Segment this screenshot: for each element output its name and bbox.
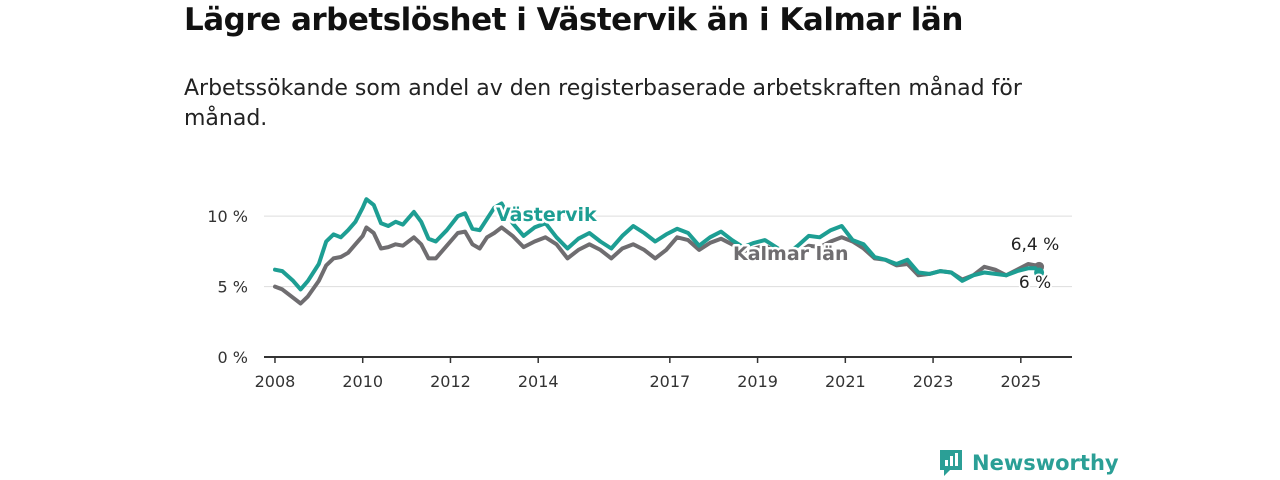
grid-layer bbox=[264, 215, 1072, 288]
x-tick-label: 2023 bbox=[913, 372, 954, 391]
series-layer bbox=[273, 197, 1045, 306]
chart-title: Lägre arbetslöshet i Västervik än i Kalm… bbox=[184, 2, 963, 38]
axis-layer: 0 % 5 % 10 % 2008 2010 2012 2014 2017 2019 2021 20… bbox=[207, 207, 1072, 391]
y-tick-label: 5 % bbox=[218, 278, 248, 297]
x-tick-label: 2021 bbox=[825, 372, 866, 391]
brand-name: Newsworthy bbox=[972, 451, 1119, 475]
chart-subtitle: Arbetssökande som andel av den registerb… bbox=[184, 76, 1022, 131]
x-tick-label: 2008 bbox=[255, 372, 296, 391]
x-tick-label: 2012 bbox=[430, 372, 471, 391]
newsworthy-logo-icon bbox=[940, 450, 962, 476]
brand-logo: Newsworthy bbox=[938, 448, 1119, 478]
x-tick-label: 2010 bbox=[342, 372, 383, 391]
series-line-kalmar bbox=[273, 225, 1042, 306]
end-label-kalmar: 6,4 % bbox=[1011, 235, 1060, 255]
x-tick-label: 2019 bbox=[737, 372, 778, 391]
y-tick-label: 0 % bbox=[218, 348, 248, 367]
label-layer: Västervik Kalmar län 6,4 % 6 % bbox=[494, 202, 1062, 296]
series-label-vastervik: Västervik bbox=[496, 204, 597, 226]
x-tick-label: 2025 bbox=[1000, 372, 1041, 391]
series-end-point bbox=[1034, 267, 1045, 278]
x-tick-label: 2014 bbox=[518, 372, 559, 391]
x-tick-label: 2017 bbox=[649, 372, 690, 391]
series-label-kalmar: Kalmar län bbox=[733, 243, 849, 265]
y-tick-label: 10 % bbox=[207, 207, 248, 226]
end-label-vastervik: 6 % bbox=[1019, 273, 1051, 293]
series-line-vastervik bbox=[273, 197, 1042, 292]
